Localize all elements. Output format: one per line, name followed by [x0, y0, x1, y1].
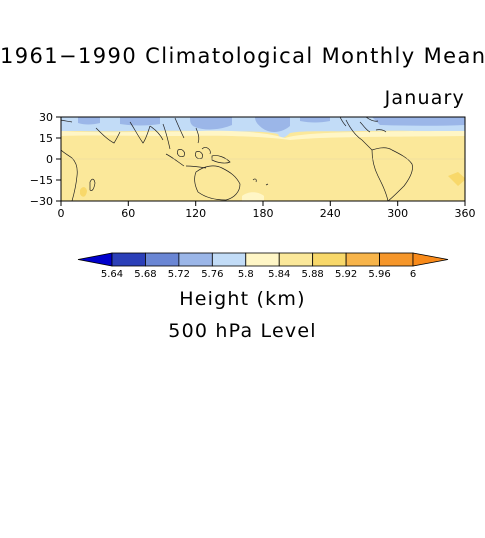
lon-tick-label: 120 — [185, 207, 206, 220]
lon-tick-label: 300 — [387, 207, 408, 220]
colorbar-box — [379, 252, 414, 267]
colorbar-label: 5.96 — [368, 269, 390, 280]
colorbar-box — [312, 252, 347, 267]
variable-label: Height (km) — [179, 288, 306, 310]
colorbar-box — [211, 252, 247, 267]
colorbar-label: 5.92 — [335, 269, 357, 280]
lat-tick-label: 15 — [39, 132, 53, 145]
colorbar — [77, 252, 449, 267]
colorbar-box — [278, 252, 314, 267]
colorbar-label: 5.88 — [302, 269, 324, 280]
lon-tick-label: 180 — [253, 207, 274, 220]
colorbar-box — [111, 252, 146, 267]
colorbar-label: 5.8 — [238, 269, 254, 280]
lon-tick-label: 0 — [58, 207, 65, 220]
colorbar-label: 5.72 — [168, 269, 190, 280]
lat-tick-label: −15 — [30, 174, 53, 187]
month-label: January — [384, 87, 465, 109]
figure-title: 1961−1990 Climatological Monthly Mean — [0, 44, 485, 68]
colorbar-box — [345, 252, 380, 267]
lat-tick-label: −30 — [30, 195, 53, 208]
colorbar-label: 5.64 — [101, 269, 123, 280]
colorbar-label: 5.68 — [134, 269, 156, 280]
colorbar-label: 5.76 — [201, 269, 223, 280]
colorbar-arrow-high — [412, 252, 449, 267]
colorbar-label: 6 — [410, 269, 416, 280]
colorbar-label: 5.84 — [268, 269, 290, 280]
lat-tick-label: 0 — [46, 153, 53, 166]
lat-tick-label: 30 — [39, 111, 53, 124]
colorbar-box — [245, 252, 280, 267]
colorbar-box — [145, 252, 180, 267]
colorbar-box — [178, 252, 213, 267]
lon-tick-label: 360 — [455, 207, 476, 220]
coastlines — [61, 117, 413, 201]
level-label: 500 hPa Level — [168, 320, 317, 342]
lon-tick-label: 240 — [320, 207, 341, 220]
lon-tick-label: 60 — [121, 207, 135, 220]
colorbar-arrow-low — [77, 252, 113, 267]
